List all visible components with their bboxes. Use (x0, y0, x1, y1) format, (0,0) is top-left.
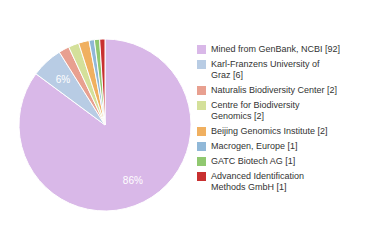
svg-text:86%: 86% (123, 175, 143, 186)
html-text:Macrogen, Europe [1]: Macrogen, Europe [1] (211, 140, 298, 151)
html-text:Naturalis Biodiversity Center: Naturalis Biodiversity Center [2] (211, 84, 338, 95)
html-text:Mined from GenBank, NCBI [92]: Mined from GenBank, NCBI [92] (211, 43, 341, 54)
svg-text:6%: 6% (56, 74, 71, 85)
html-text:Advanced Identification Method: Advanced Identification Methods GmbH [1] (211, 170, 305, 192)
html-text:Beijing Genomics Institute [2]: Beijing Genomics Institute [2] (211, 125, 328, 136)
html-text:Karl-Franzens University of Gr: Karl-Franzens University of Graz [6] (211, 58, 320, 80)
html-text:Centre for Biodiversity Genomi: Centre for Biodiversity Genomics [2] (211, 99, 300, 121)
html-text:GATC Biotech AG [1]: GATC Biotech AG [1] (211, 155, 296, 166)
